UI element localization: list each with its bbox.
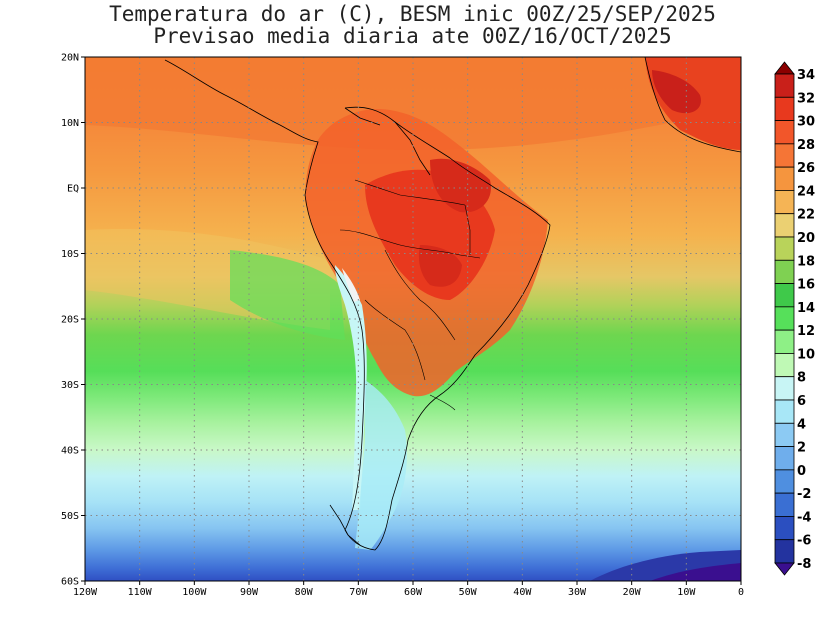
lon-label: 70W (349, 587, 368, 598)
colorbar-bin (774, 492, 795, 517)
lon-label: 120W (73, 587, 98, 598)
colorbar-bin (774, 73, 795, 98)
colorbar-bin (774, 259, 795, 284)
lon-label: 110W (128, 587, 153, 598)
colorbar-label: 2 (797, 441, 806, 456)
colorbar-label: 8 (797, 371, 806, 386)
colorbar-bin (774, 190, 795, 215)
lat-label: 20S (61, 315, 79, 326)
coastlines (164, 57, 741, 551)
colorbar-label: -4 (797, 510, 811, 525)
lat-label: 10N (61, 118, 79, 129)
lon-label: 100W (182, 587, 207, 598)
colorbar-bin (774, 399, 795, 424)
colorbar-top-arrow (774, 61, 795, 75)
colorbar-bin (774, 143, 795, 168)
colorbar-label: 24 (797, 184, 815, 199)
colorbar-label: 6 (797, 394, 806, 409)
lon-label: 0 (738, 587, 744, 598)
lat-label: 30S (61, 380, 79, 391)
colorbar-label: 34 (797, 68, 815, 83)
colorbar-label: 14 (797, 301, 815, 316)
colorbar-bin (774, 516, 795, 541)
colorbar-bin (774, 283, 795, 308)
colorbar-bin (774, 539, 795, 564)
colorbar-bin (774, 353, 795, 378)
colorbar-label: 30 (797, 115, 815, 130)
lat-label: 20N (61, 53, 79, 64)
temperature-field (85, 57, 741, 581)
country-borders (339, 179, 481, 411)
colorbar-label: 12 (797, 324, 815, 339)
colorbar-label: 10 (797, 347, 815, 362)
lat-label: EQ (67, 184, 79, 195)
colorbar-bin (774, 166, 795, 191)
colorbar-bin (774, 120, 795, 145)
colorbar-label: 26 (797, 161, 815, 176)
colorbar-bin (774, 236, 795, 261)
colorbar-label: 4 (797, 417, 806, 432)
lon-label: 10W (677, 587, 696, 598)
colorbar-bin (774, 469, 795, 494)
colorbar-bottom-arrow (774, 562, 795, 576)
lon-label: 80W (295, 587, 314, 598)
colorbar-label: -8 (797, 557, 811, 572)
colorbar-label: -2 (797, 487, 811, 502)
colorbar-bin (774, 306, 795, 331)
colorbar-label: 20 (797, 231, 815, 246)
lon-label: 50W (459, 587, 478, 598)
lon-label: 60W (404, 587, 423, 598)
colorbar-bin (774, 376, 795, 401)
lon-label: 20W (623, 587, 642, 598)
map-title: Temperatura do ar (C), BESM inic 00Z/25/… (109, 2, 716, 26)
lat-label: 50S (61, 511, 79, 522)
colorbar-bin (774, 422, 795, 447)
colorbar-label: 28 (797, 138, 815, 153)
colorbar-label: 0 (797, 464, 806, 479)
lon-label: 90W (240, 587, 259, 598)
colorbar-bin (774, 446, 795, 471)
lon-label: 30W (568, 587, 587, 598)
lon-label: 40W (513, 587, 532, 598)
colorbar-bin (774, 213, 795, 238)
colorbar-label: 18 (797, 254, 815, 269)
lat-label: 40S (61, 446, 79, 457)
colorbar-bin (774, 329, 795, 354)
lat-label: 60S (61, 577, 79, 588)
map-subtitle: Previsao media diaria ate 00Z/16/OCT/202… (153, 24, 672, 48)
colorbar-label: 16 (797, 278, 815, 293)
colorbar-label: 22 (797, 208, 815, 223)
colorbar-label: 32 (797, 91, 815, 106)
colorbar-label: -6 (797, 534, 811, 549)
colorbar-bin (774, 96, 795, 121)
lat-label: 10S (61, 249, 79, 260)
